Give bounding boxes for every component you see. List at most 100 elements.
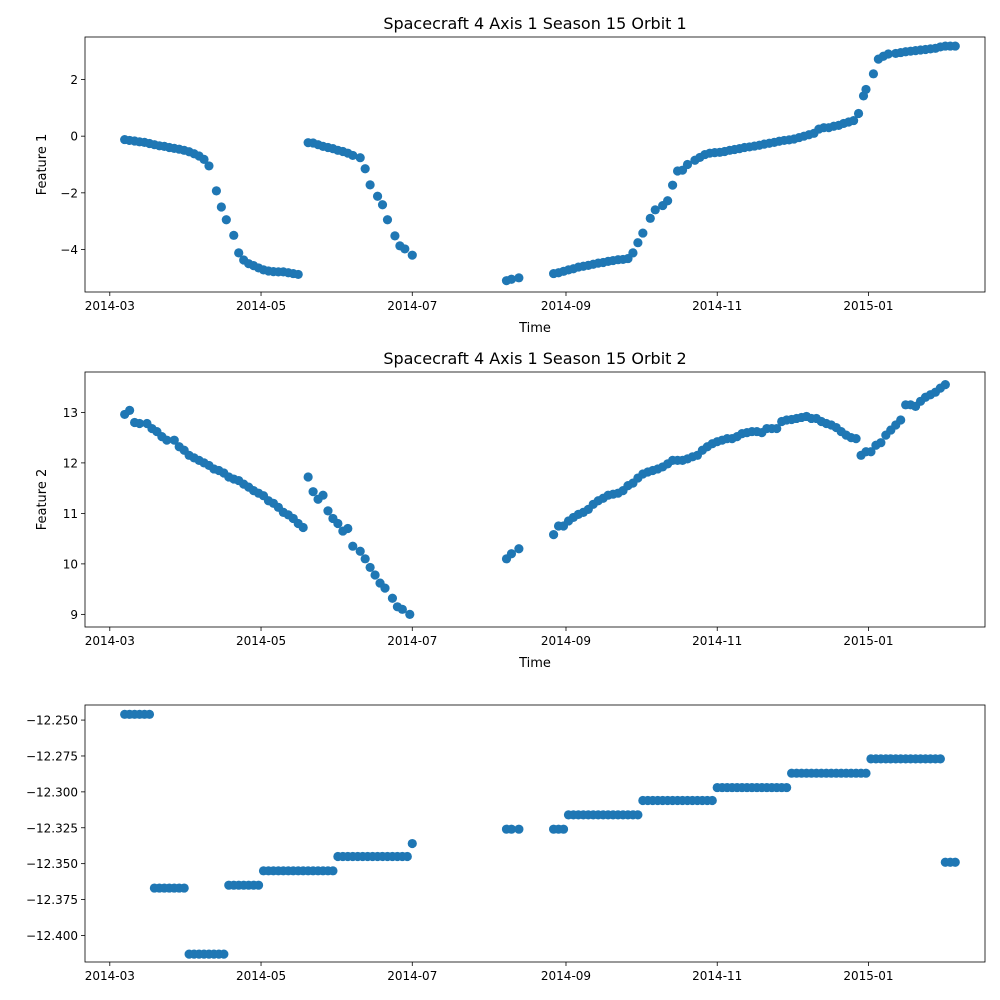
y-tick-label: 10 xyxy=(63,557,78,571)
data-point xyxy=(645,213,655,223)
data-point xyxy=(372,191,383,201)
data-point xyxy=(328,866,338,876)
x-tick-label: 2014-05 xyxy=(236,969,286,983)
data-point xyxy=(211,186,221,196)
data-point xyxy=(782,782,792,793)
data-point xyxy=(365,562,375,573)
data-point xyxy=(144,709,155,719)
x-tick-label: 2014-09 xyxy=(541,299,591,313)
data-point xyxy=(549,529,559,540)
data-point xyxy=(514,273,524,283)
data-point xyxy=(390,231,400,241)
data-point xyxy=(851,434,861,444)
data-point xyxy=(861,768,871,778)
data-point xyxy=(204,161,214,171)
data-point xyxy=(558,824,569,834)
y-tick-label: 12 xyxy=(63,456,78,470)
data-point xyxy=(387,593,398,603)
x-tick-label: 2014-05 xyxy=(236,634,286,648)
chart-1: Spacecraft 4 Axis 1 Season 15 Orbit 1 201… xyxy=(35,14,986,336)
chart-title: Spacecraft 4 Axis 1 Season 15 Orbit 1 xyxy=(383,14,686,33)
x-tick-label: 2014-07 xyxy=(387,299,437,313)
y-tick-label: −12.275 xyxy=(26,749,78,763)
data-point xyxy=(162,435,172,445)
data-point xyxy=(348,541,358,551)
data-point xyxy=(125,405,135,415)
data-point xyxy=(318,490,328,500)
data-point xyxy=(380,583,390,593)
data-point xyxy=(253,880,264,890)
data-point xyxy=(940,380,950,390)
x-tick-label: 2014-03 xyxy=(85,634,135,648)
data-point xyxy=(772,423,782,434)
data-point xyxy=(514,824,524,834)
data-points xyxy=(120,380,950,619)
data-point xyxy=(179,883,189,893)
x-tick-label: 2014-07 xyxy=(387,634,437,648)
data-point xyxy=(333,518,343,529)
y-tick-label: −12.350 xyxy=(26,857,78,871)
y-tick-label: −4 xyxy=(60,243,78,257)
data-point xyxy=(402,851,412,862)
data-point xyxy=(216,202,226,212)
data-point xyxy=(407,838,417,849)
y-tick-label: 9 xyxy=(70,608,78,622)
data-point xyxy=(506,274,517,284)
data-point xyxy=(343,523,353,534)
data-points xyxy=(120,41,960,286)
data-point xyxy=(199,154,209,164)
data-point xyxy=(866,447,876,457)
data-point xyxy=(506,549,517,559)
data-point xyxy=(633,238,643,248)
data-point xyxy=(896,415,906,425)
plot-frame xyxy=(84,704,986,963)
data-point xyxy=(219,949,229,959)
x-tick-label: 2015-01 xyxy=(843,969,893,983)
x-tick-label: 2014-07 xyxy=(387,969,437,983)
x-tick-label: 2014-05 xyxy=(236,299,286,313)
y-tick-label: 11 xyxy=(63,507,78,521)
data-point xyxy=(229,230,239,240)
data-point xyxy=(355,153,365,163)
data-point xyxy=(935,754,945,764)
data-point xyxy=(397,604,407,614)
data-point xyxy=(365,180,375,190)
y-tick-label: −12.300 xyxy=(26,785,78,799)
x-axis-label: Time xyxy=(518,321,551,336)
data-point xyxy=(323,506,333,516)
data-point xyxy=(407,250,417,260)
plot-frame xyxy=(84,371,986,628)
data-point xyxy=(950,41,960,51)
x-axis-label: Time xyxy=(518,656,551,671)
data-point xyxy=(400,244,410,254)
data-point xyxy=(234,248,244,258)
data-point xyxy=(360,164,370,174)
chart-2: Spacecraft 4 Axis 1 Season 15 Orbit 2 201… xyxy=(35,349,986,671)
data-point xyxy=(668,180,678,190)
data-point xyxy=(308,487,318,497)
data-point xyxy=(638,228,648,238)
data-point xyxy=(853,108,864,119)
data-point xyxy=(377,200,388,210)
y-tick-label: −12.250 xyxy=(26,714,78,728)
y-tick-label: 13 xyxy=(63,406,78,420)
data-point xyxy=(861,84,871,95)
data-point xyxy=(868,69,879,79)
x-tick-label: 2014-09 xyxy=(541,969,591,983)
data-point xyxy=(849,115,859,126)
data-point xyxy=(348,150,358,161)
data-point xyxy=(506,824,517,834)
x-tick-label: 2014-11 xyxy=(692,634,742,648)
data-point xyxy=(293,269,303,280)
x-tick-label: 2015-01 xyxy=(843,634,893,648)
data-point xyxy=(514,544,524,554)
plot-frame xyxy=(84,36,986,293)
y-axis-label: Feature 1 xyxy=(35,134,50,196)
data-point xyxy=(876,438,886,448)
y-tick-label: 0 xyxy=(70,130,78,144)
data-point xyxy=(883,49,893,59)
y-tick-label: −2 xyxy=(60,186,78,200)
data-point xyxy=(650,205,660,215)
data-point xyxy=(355,546,365,556)
